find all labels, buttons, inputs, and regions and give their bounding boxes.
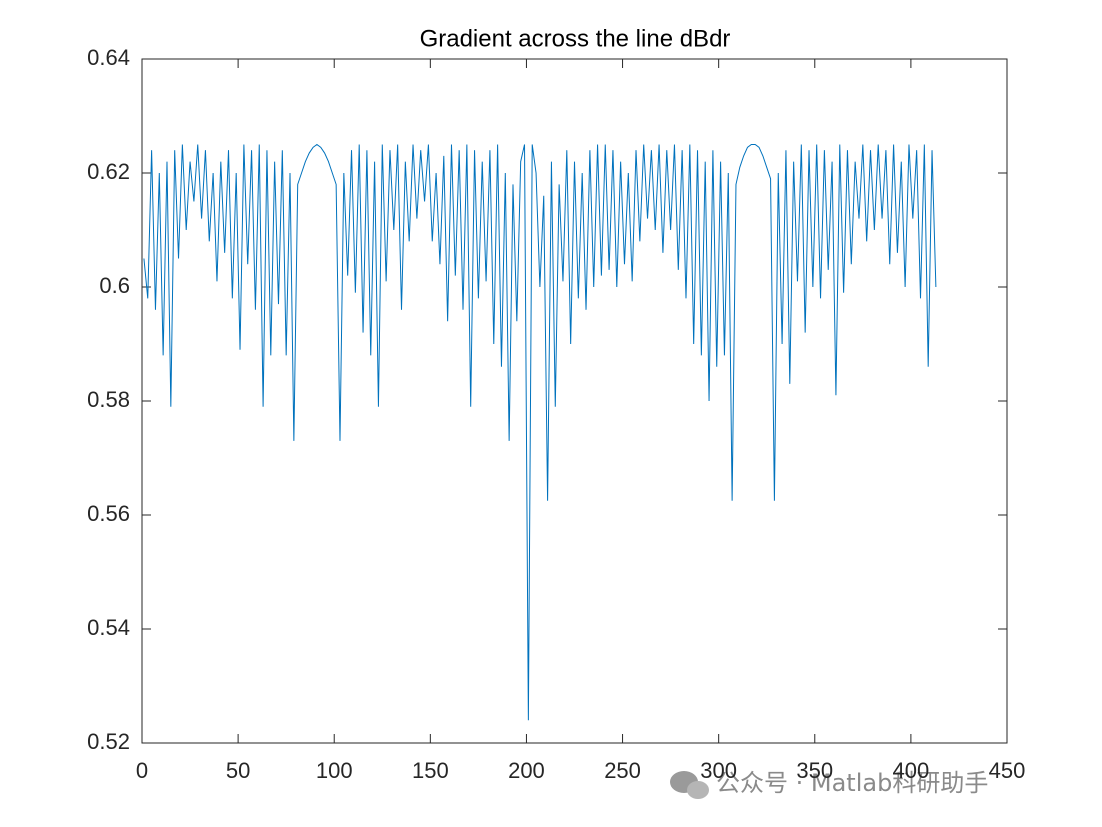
x-tick-label: 200	[508, 758, 545, 783]
y-tick-label: 0.54	[87, 615, 130, 640]
y-tick-label: 0.62	[87, 159, 130, 184]
x-tick-label: 100	[316, 758, 353, 783]
y-tick-label: 0.6	[99, 273, 130, 298]
x-tick-label: 450	[989, 758, 1026, 783]
y-tick-label: 0.56	[87, 501, 130, 526]
watermark: 公众号 · Matlab科研助手	[716, 769, 988, 797]
x-tick-label: 350	[796, 758, 833, 783]
y-tick-label: 0.64	[87, 45, 130, 70]
x-tick-label: 50	[226, 758, 250, 783]
x-tick-label: 250	[604, 758, 641, 783]
x-tick-label: 300	[700, 758, 737, 783]
y-tick-label: 0.58	[87, 387, 130, 412]
data-line	[143, 143, 937, 721]
x-tick-label: 0	[136, 758, 148, 783]
y-tick-label: 0.52	[87, 729, 130, 754]
watermark-icon	[670, 771, 709, 799]
chart-title: Gradient across the line dBdr	[420, 25, 731, 52]
x-tick-label: 150	[412, 758, 449, 783]
x-tick-label: 400	[893, 758, 930, 783]
